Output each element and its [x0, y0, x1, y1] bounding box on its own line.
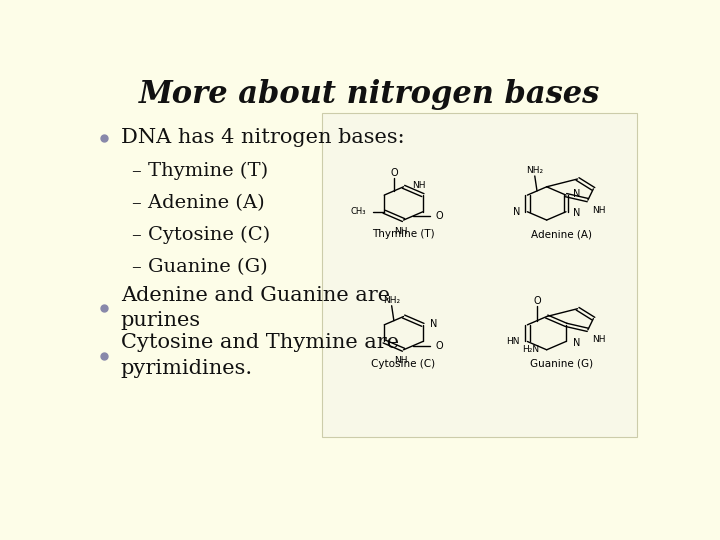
Text: – Guanine (G): – Guanine (G)	[132, 258, 267, 276]
Text: – Cytosine (C): – Cytosine (C)	[132, 226, 270, 244]
Text: N: N	[573, 208, 580, 218]
Text: NH: NH	[394, 227, 408, 236]
Text: Guanine (G): Guanine (G)	[530, 359, 593, 369]
Text: NH: NH	[593, 206, 606, 214]
Text: Cytosine and Thymine are
pyrimidines.: Cytosine and Thymine are pyrimidines.	[121, 334, 399, 378]
Text: CH₃: CH₃	[351, 207, 366, 216]
Text: N: N	[430, 319, 438, 329]
Text: NH: NH	[394, 356, 408, 366]
Text: NH₂: NH₂	[526, 166, 544, 176]
Text: O: O	[390, 168, 397, 179]
Text: DNA has 4 nitrogen bases:: DNA has 4 nitrogen bases:	[121, 128, 405, 147]
Text: Adenine (A): Adenine (A)	[531, 229, 592, 239]
Text: N: N	[573, 338, 580, 348]
Text: N: N	[513, 207, 520, 217]
FancyBboxPatch shape	[322, 113, 637, 437]
Text: NH: NH	[413, 181, 426, 190]
Text: O: O	[436, 211, 443, 221]
Text: O: O	[534, 296, 541, 306]
Text: – Adenine (A): – Adenine (A)	[132, 194, 264, 212]
Text: Cytosine (C): Cytosine (C)	[372, 359, 436, 369]
Text: N: N	[573, 189, 580, 199]
Text: Thymine (T): Thymine (T)	[372, 229, 435, 239]
Text: O: O	[436, 341, 443, 350]
Text: NH₂: NH₂	[383, 296, 400, 305]
Text: H₂N: H₂N	[522, 345, 539, 354]
Text: – Thymine (T): – Thymine (T)	[132, 161, 268, 180]
Text: NH: NH	[593, 335, 606, 345]
Text: Adenine and Guanine are
purines: Adenine and Guanine are purines	[121, 286, 390, 330]
Text: More about nitrogen bases: More about nitrogen bases	[138, 79, 600, 110]
Text: HN: HN	[507, 337, 520, 346]
